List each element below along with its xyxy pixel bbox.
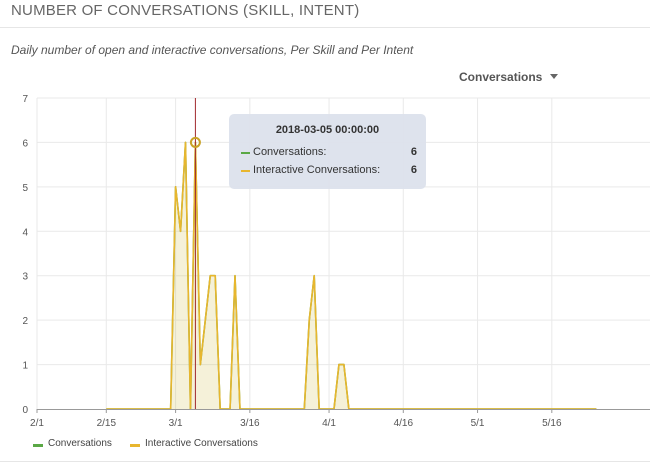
x-tick-label: 5/1: [471, 418, 485, 429]
y-tick-label: 1: [22, 361, 28, 372]
tooltip-label: Interactive Conversations:: [253, 164, 381, 176]
bottom-divider: [0, 461, 650, 462]
x-tick-label: 4/1: [322, 418, 336, 429]
x-tick-label: 5/16: [542, 418, 562, 429]
y-tick-label: 4: [22, 227, 28, 238]
widget-header: NUMBER OF CONVERSATIONS (SKILL, INTENT): [0, 0, 650, 28]
x-tick-label: 2/1: [30, 418, 44, 429]
chart-highlight: [189, 98, 201, 409]
x-tick-label: 4/16: [394, 418, 414, 429]
metric-dropdown-label: Conversations: [459, 70, 543, 84]
legend-label: Interactive Conversations: [145, 438, 258, 449]
tooltip-swatch: [241, 170, 250, 172]
caret-down-icon: [550, 74, 559, 80]
tooltip-row-interactive: Interactive Conversations: 6: [241, 163, 419, 179]
tooltip-row-conversations: Conversations: 6: [241, 145, 419, 161]
y-tick-label: 6: [22, 138, 28, 149]
y-tick-label: 3: [22, 272, 28, 283]
chart-axes: 0 1 2 3 4 5 6 7 2/1 2/15 3/1 3/16 4/1 4/16 5/1 5/16: [22, 94, 650, 429]
x-tick-label: 2/15: [97, 418, 117, 429]
y-tick-label: 2: [22, 316, 28, 327]
legend-swatch: [33, 444, 43, 447]
widget-subtitle: Daily number of open and interactive con…: [11, 43, 414, 57]
tooltip-value: 6: [410, 164, 417, 176]
x-tick-label: 3/16: [240, 418, 260, 429]
tooltip-title: 2018-03-05 00:00:00: [275, 124, 380, 136]
metric-dropdown[interactable]: Conversations: [459, 70, 559, 84]
y-tick-label: 7: [22, 94, 28, 105]
legend-swatch: [130, 444, 140, 447]
tooltip-label: Conversations:: [253, 146, 327, 158]
chart-tooltip: 2018-03-05 00:00:00 Conversations: 6 Int…: [229, 114, 426, 189]
x-tick-label: 3/1: [169, 418, 183, 429]
hover-point-marker: [189, 136, 201, 148]
tooltip-swatch: [241, 152, 250, 154]
y-tick-label: 5: [22, 183, 28, 194]
widget-title: NUMBER OF CONVERSATIONS (SKILL, INTENT): [11, 2, 360, 19]
y-tick-label: 0: [22, 405, 28, 416]
tooltip-value: 6: [410, 146, 417, 158]
legend-label: Conversations: [48, 438, 112, 449]
